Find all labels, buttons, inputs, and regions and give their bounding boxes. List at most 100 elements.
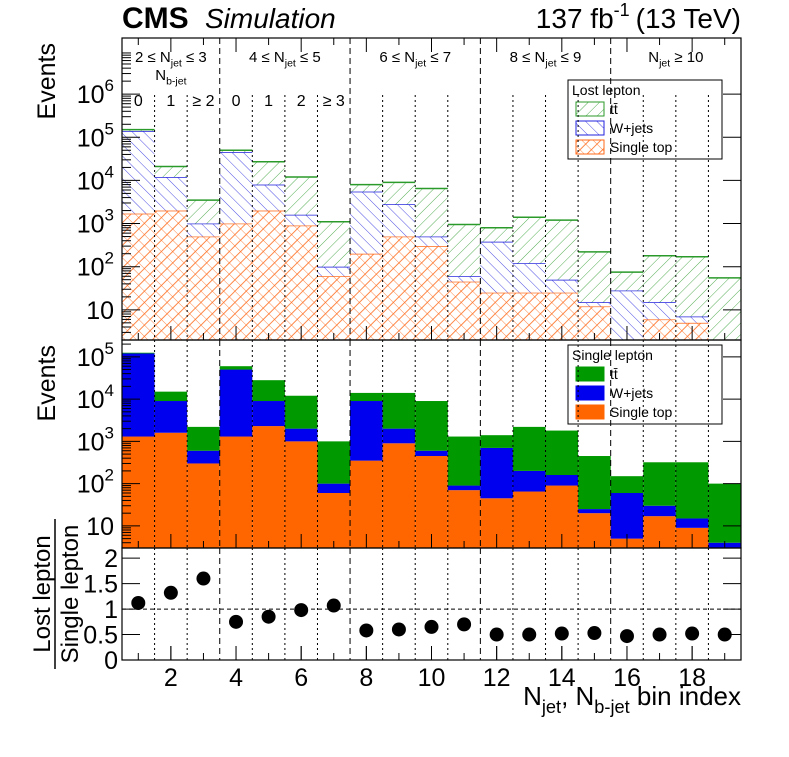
bar-segment — [284, 225, 318, 340]
bar-segment — [122, 353, 155, 437]
point — [685, 626, 700, 641]
bar-segment — [643, 462, 676, 506]
x-tick-label: 8 — [359, 664, 373, 692]
tick-base: 10 — [77, 167, 105, 195]
label-part: 6 ≤ N — [379, 49, 415, 66]
legend-swatch — [575, 120, 605, 136]
bar-segment — [284, 428, 318, 442]
bar-segment — [187, 463, 220, 548]
point — [489, 627, 504, 642]
bar-segment — [284, 214, 318, 226]
y-tick-label: 0.5 — [83, 622, 118, 650]
bar-segment — [219, 150, 253, 153]
bar-segment — [122, 130, 155, 214]
bar-segment — [317, 441, 351, 484]
bar-segment — [545, 279, 579, 293]
legend-title: Lost lepton — [572, 82, 641, 98]
bar-segment — [219, 369, 253, 437]
bar-segment — [708, 483, 741, 543]
bar-segment — [187, 426, 220, 451]
tick-base: 10 — [77, 81, 105, 109]
y-tick-label: 104 — [77, 162, 114, 195]
bar-segment — [252, 426, 285, 548]
label-part: ≤ 7 — [426, 49, 451, 66]
bar-segment — [415, 450, 448, 457]
tick-base: 10 — [77, 471, 105, 499]
x-tick-label: 16 — [613, 664, 641, 692]
bar-segment — [545, 430, 579, 476]
label-part: jet — [544, 58, 556, 70]
tick-base: 10 — [77, 386, 105, 414]
label-part: ≥ 10 — [670, 49, 703, 66]
bar-segment — [447, 276, 481, 282]
y-tick-label: 106 — [77, 76, 114, 109]
label-part: ≤ 3 — [182, 49, 207, 66]
bar-segment — [187, 200, 220, 224]
point — [261, 609, 276, 624]
region-label: Njet ≥ 10 — [648, 49, 703, 70]
y-tick-label: 103 — [77, 423, 114, 456]
region-label: 2 ≤ Njet ≤ 3 — [135, 49, 207, 70]
point — [652, 627, 667, 642]
frame — [121, 547, 742, 661]
legend-label: Single top — [610, 404, 672, 420]
tick-exp: 5 — [105, 339, 114, 358]
bar-segment — [154, 210, 188, 340]
bar-segment — [154, 401, 188, 433]
bar-segment — [578, 302, 611, 307]
label-part: b-jet — [594, 697, 629, 717]
bar-segment — [610, 493, 644, 539]
bar-segment — [610, 272, 644, 291]
nb-bin-label: 0 — [232, 93, 241, 110]
y-tick-label: 105 — [77, 119, 114, 152]
bar-segment — [545, 475, 579, 486]
nb-bin-label: 1 — [264, 93, 273, 110]
bar-segment — [317, 276, 351, 340]
bar-segment — [512, 470, 546, 492]
bar-segment — [447, 436, 481, 486]
bar-segment — [122, 436, 155, 548]
tick-exp: 4 — [105, 162, 114, 181]
bar-segment — [122, 352, 155, 354]
bar-segment — [643, 505, 676, 517]
bar-segment — [284, 395, 318, 429]
label-part: jet — [658, 58, 670, 70]
bar-segment — [415, 246, 448, 340]
y-tick-label: 0 — [104, 647, 118, 675]
bar-segment — [187, 236, 220, 340]
bar-segment — [480, 435, 513, 448]
bar-segment — [382, 443, 416, 548]
bar-segment — [447, 281, 481, 340]
bar-segment — [675, 518, 709, 528]
bar-segment — [415, 401, 448, 451]
bar-segment — [382, 236, 416, 340]
legend-label: W+jets — [610, 385, 653, 401]
point — [391, 622, 406, 637]
bar-segment — [317, 266, 351, 277]
bar-segment — [350, 253, 383, 340]
bar-segment — [675, 462, 709, 519]
x-axis-label: Njet, Nb-jet bin index — [523, 681, 741, 717]
nb-bin-label: ≥ 3 — [323, 93, 345, 110]
x-tick-label: 14 — [548, 664, 576, 692]
y-axis-label: Events — [33, 43, 61, 119]
legend-label: tt̄ — [610, 366, 618, 382]
tick-base: 10 — [77, 211, 105, 239]
bar-segment — [219, 152, 253, 224]
bar-segment — [317, 221, 351, 267]
label-part: 2 ≤ N — [135, 49, 171, 66]
x-tick-label: 4 — [229, 664, 243, 692]
bar-segment — [480, 227, 513, 242]
nb-bin-label: 1 — [166, 93, 175, 110]
point — [294, 603, 309, 618]
point — [619, 629, 634, 644]
bar-segment — [675, 316, 709, 323]
bar-segment — [415, 188, 448, 237]
y-tick-label: 103 — [77, 206, 114, 239]
bar-segment — [512, 426, 546, 471]
bar-segment — [578, 456, 611, 510]
region-label: 6 ≤ Njet ≤ 7 — [379, 49, 451, 70]
label-part: jet — [414, 58, 426, 70]
bar-segment — [415, 236, 448, 247]
bar-segment — [154, 432, 188, 548]
